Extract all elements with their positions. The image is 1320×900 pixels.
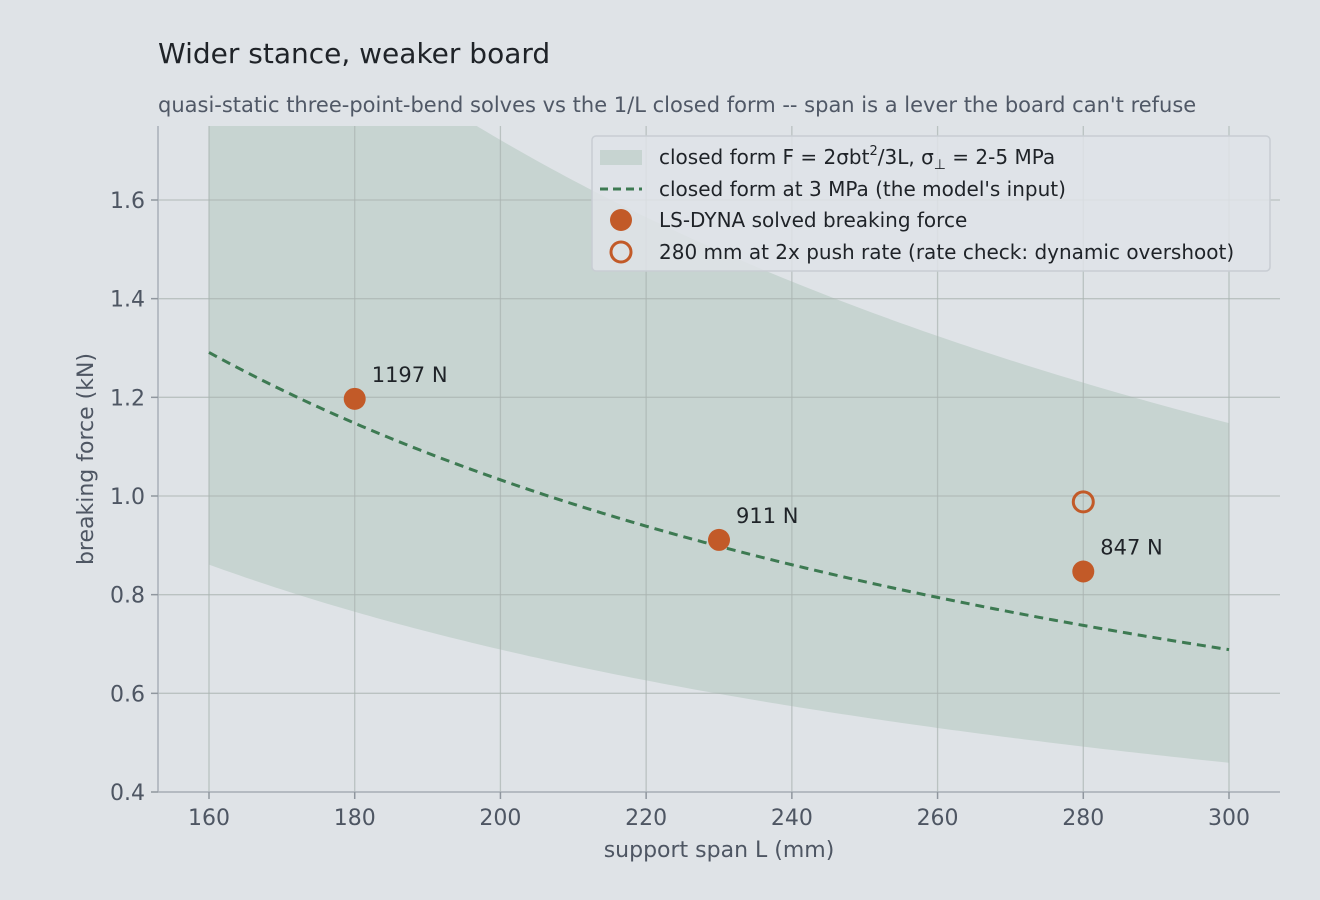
legend-hollow-marker <box>609 240 633 264</box>
point-layer: 1197 N 911 N 847 N <box>343 363 1163 583</box>
y-tick-label: 1.2 <box>110 386 145 411</box>
x-tick-label: 160 <box>188 806 230 831</box>
y-tick-label: 1.6 <box>110 189 145 214</box>
legend-filled-marker-label: LS-DYNA solved breaking force <box>659 208 967 232</box>
y-axis-label: breaking force (kN) <box>74 353 99 565</box>
legend-band-swatch <box>600 150 642 165</box>
x-tick-label: 200 <box>479 806 521 831</box>
legend-band-label-post: = 2-5 MPa <box>946 145 1055 169</box>
legend-band-label: closed form F = 2σbt2/3L, σ⊥ = 2-5 MPa <box>659 144 1055 173</box>
x-tick-label: 180 <box>334 806 376 831</box>
legend: closed form F = 2σbt2/3L, σ⊥ = 2-5 MPa c… <box>591 135 1271 272</box>
x-tick-label: 240 <box>771 806 813 831</box>
y-tick-label: 1.0 <box>110 485 145 510</box>
legend-hollow-marker-label: 280 mm at 2x push rate (rate check: dyna… <box>659 240 1234 264</box>
band-layer <box>209 126 1229 763</box>
y-tick-label: 0.8 <box>110 584 145 609</box>
legend-band-label-sup: 2 <box>869 144 877 159</box>
point-label: 847 N <box>1100 535 1162 559</box>
legend-box <box>591 135 1271 272</box>
y-tick-label: 1.4 <box>110 288 145 313</box>
x-axis-label: support span L (mm) <box>604 838 835 863</box>
x-tick-label: 260 <box>917 806 959 831</box>
legend-band-label-pre: closed form F = 2σbt <box>659 145 870 169</box>
point-label: 1197 N <box>372 363 448 387</box>
y-tick-label: 0.6 <box>110 682 145 707</box>
chart-subtitle: quasi-static three-point-bend solves vs … <box>158 93 1196 117</box>
y-ticks: 0.4 0.6 0.8 1.0 1.2 1.4 1.6 <box>110 189 158 806</box>
plot-area: 1197 N 911 N 847 N <box>158 126 1280 793</box>
rate-check-point <box>1071 490 1095 514</box>
legend-dashed-line-label: closed form at 3 MPa (the model's input) <box>659 177 1066 201</box>
legend-band-label-mid: /3L, σ <box>878 145 934 169</box>
legend-band-label-sub: ⊥ <box>934 157 946 173</box>
x-tick-label: 280 <box>1062 806 1104 831</box>
x-ticks: 160 180 200 220 240 260 280 300 <box>188 792 1250 831</box>
y-tick-label: 0.4 <box>110 781 145 806</box>
chart-title: Wider stance, weaker board <box>158 37 550 70</box>
legend-filled-marker <box>610 209 632 231</box>
solved-point <box>708 528 730 551</box>
axes <box>157 126 1280 793</box>
solved-point <box>343 387 366 410</box>
solved-point <box>1072 560 1095 583</box>
closed-form-band <box>209 126 1229 763</box>
x-tick-label: 220 <box>625 806 667 831</box>
point-label: 911 N <box>736 504 798 528</box>
x-tick-label: 300 <box>1208 806 1250 831</box>
